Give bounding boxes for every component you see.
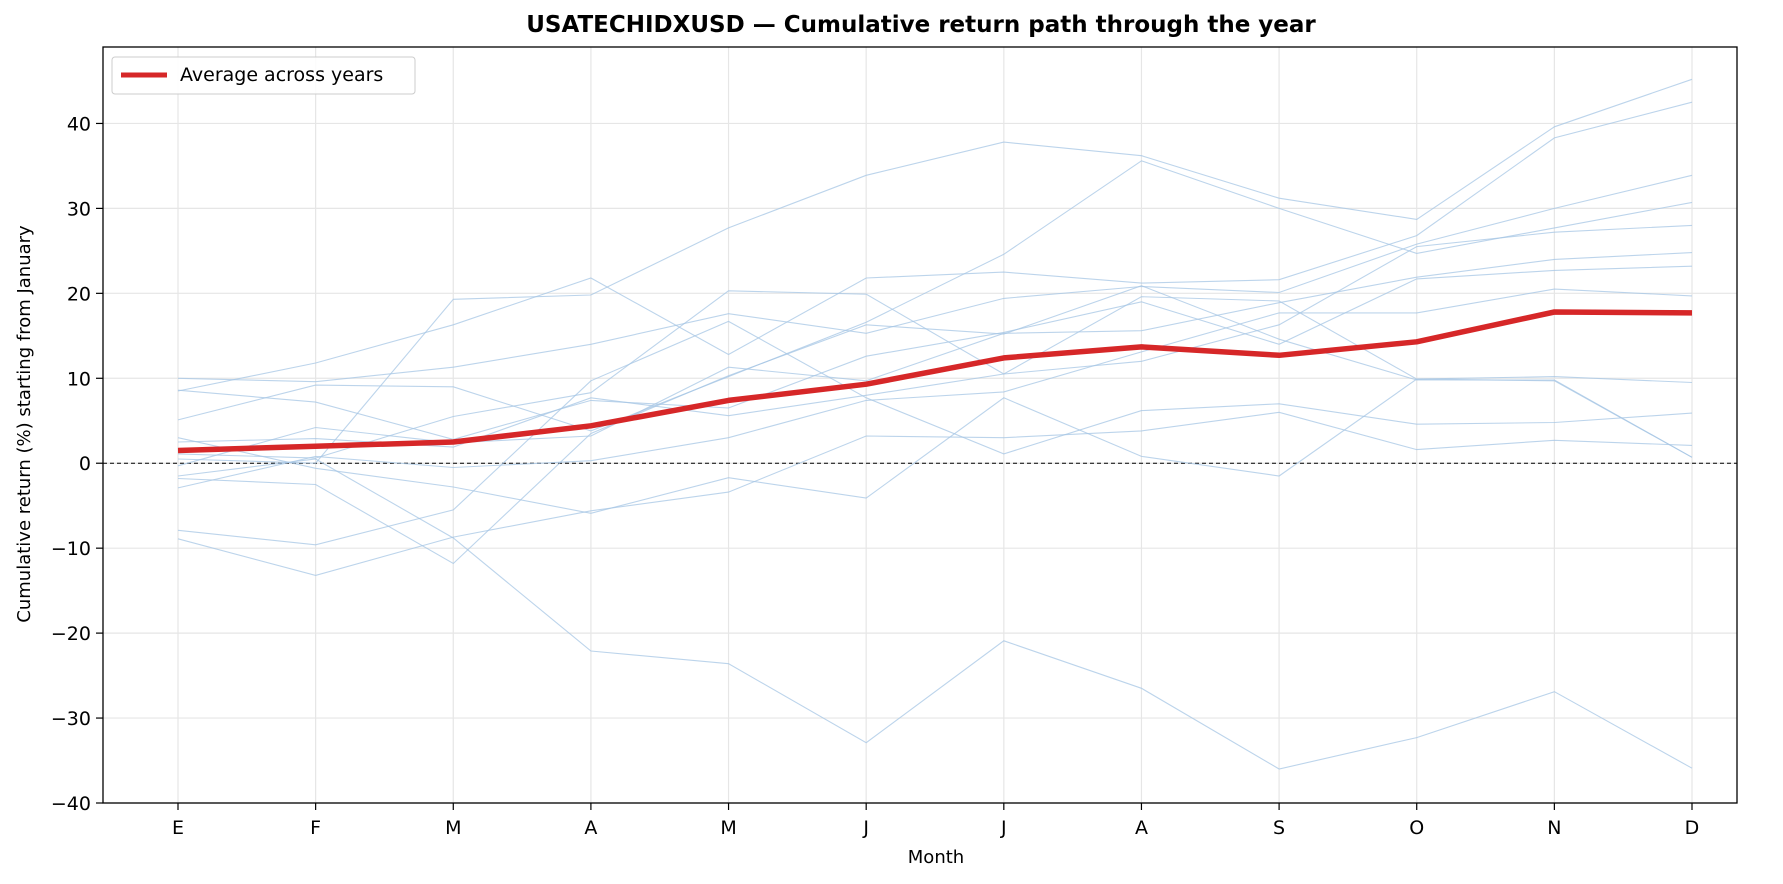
x-tick-label: M: [720, 817, 736, 839]
x-tick-label: A: [1135, 817, 1148, 839]
year-path-line: [177, 252, 1693, 467]
y-tick-label: 30: [67, 198, 91, 220]
legend-label-average: Average across years: [180, 64, 383, 86]
x-axis-label: Month: [908, 847, 964, 868]
year-path-line: [177, 224, 1693, 448]
year-path-line: [177, 378, 1693, 514]
x-tick-label: J: [1000, 817, 1007, 839]
average-series-line: [177, 309, 1693, 454]
x-tick-label: S: [1273, 817, 1285, 839]
year-path-line: [177, 174, 1693, 383]
year-path-line: [177, 78, 1693, 464]
x-tick-label: J: [862, 817, 869, 839]
year-path-line: [177, 320, 1693, 546]
y-axis-label: Cumulative return (%) starting from Janu…: [14, 225, 35, 623]
x-tick-label: D: [1685, 817, 1700, 839]
x-tick-label: N: [1547, 817, 1561, 839]
y-tick-label: 20: [67, 283, 91, 305]
x-tick-label: E: [172, 817, 184, 839]
y-axis-ticks: −40 −30 −20 −10 0 10 20 30 40: [51, 113, 103, 815]
plot-frame: [102, 46, 1738, 804]
year-path-line: [177, 290, 1693, 459]
legend-box: [111, 56, 416, 95]
year-path-line: [177, 288, 1693, 489]
x-tick-label: A: [584, 817, 597, 839]
y-tick-label: −10: [51, 538, 91, 560]
chart-title: USATECHIDXUSD — Cumulative return path t…: [526, 12, 1316, 38]
year-path-line: [177, 285, 1693, 565]
legend: Average across years: [111, 56, 416, 95]
year-path-line: [177, 411, 1693, 576]
yearly-paths: [177, 78, 1693, 770]
y-tick-label: 10: [67, 368, 91, 390]
year-path-line: [177, 101, 1693, 392]
x-tick-label: M: [445, 817, 461, 839]
y-tick-label: 40: [67, 113, 91, 135]
x-tick-label: O: [1409, 817, 1424, 839]
year-path-line: [177, 265, 1693, 440]
y-tick-label: 0: [79, 453, 91, 475]
y-tick-label: −30: [51, 708, 91, 730]
year-path-line: [177, 458, 1693, 770]
x-tick-label: F: [310, 817, 321, 839]
y-tick-label: −20: [51, 623, 91, 645]
y-tick-label: −40: [51, 793, 91, 815]
year-path-line: [177, 160, 1693, 432]
